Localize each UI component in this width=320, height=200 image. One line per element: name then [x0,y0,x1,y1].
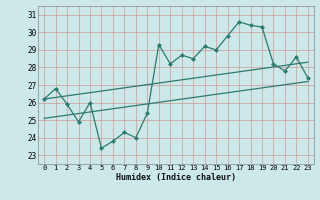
X-axis label: Humidex (Indice chaleur): Humidex (Indice chaleur) [116,173,236,182]
